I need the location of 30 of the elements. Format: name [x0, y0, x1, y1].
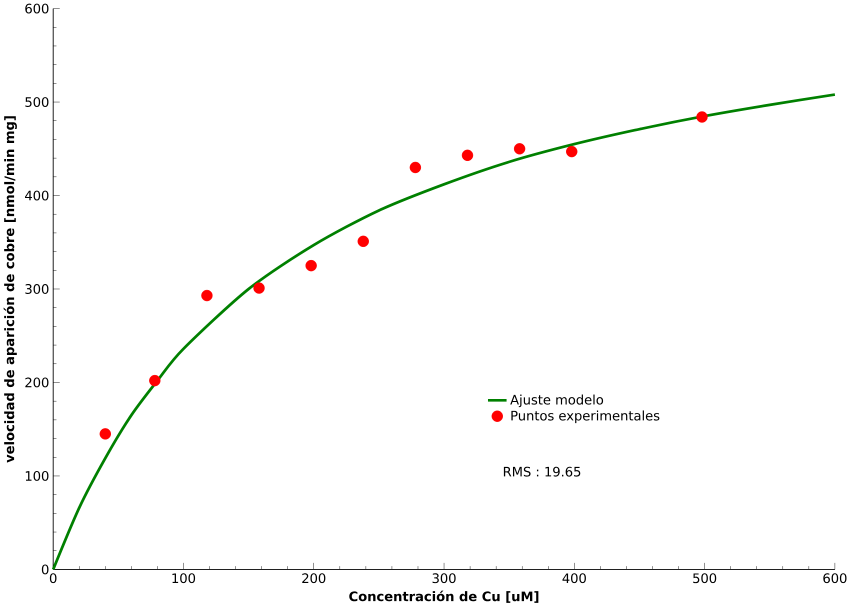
x-tick-label: 400	[562, 573, 586, 583]
x-tick-label: 500	[693, 573, 716, 583]
y-tick-label: 600	[25, 3, 48, 14]
point	[358, 235, 369, 247]
annotation: RMS : 19.65	[504, 466, 580, 476]
point	[100, 428, 111, 440]
point	[566, 146, 578, 158]
x-tick-label: 200	[302, 573, 326, 583]
y-tick-label: 200	[25, 377, 48, 388]
y-tick-label: 0	[42, 564, 48, 574]
x-tick-label: 100	[172, 573, 196, 583]
x-tick-label: 600	[823, 573, 846, 583]
point	[462, 149, 474, 161]
y-tick-label: 500	[25, 96, 48, 107]
y-tick-label: 400	[25, 190, 48, 200]
point	[253, 282, 265, 294]
point	[201, 290, 213, 302]
y-tick-label: 300	[25, 284, 48, 294]
y-tick-label: 100	[26, 470, 48, 481]
legend-label: Puntos experimentales	[511, 410, 660, 423]
legend-label: Ajuste modelo	[510, 394, 604, 407]
x-tick-label: 0	[50, 573, 56, 583]
point	[514, 142, 526, 154]
point	[410, 162, 422, 173]
y-axis-title: velocidad de aparición de cobre [nmol/min mg]	[4, 116, 17, 462]
point	[149, 374, 160, 386]
point	[696, 111, 708, 122]
x-tick-label: 300	[432, 573, 456, 583]
x-axis-title: Concentración de Cu [uM]	[349, 590, 538, 603]
point	[305, 260, 317, 272]
